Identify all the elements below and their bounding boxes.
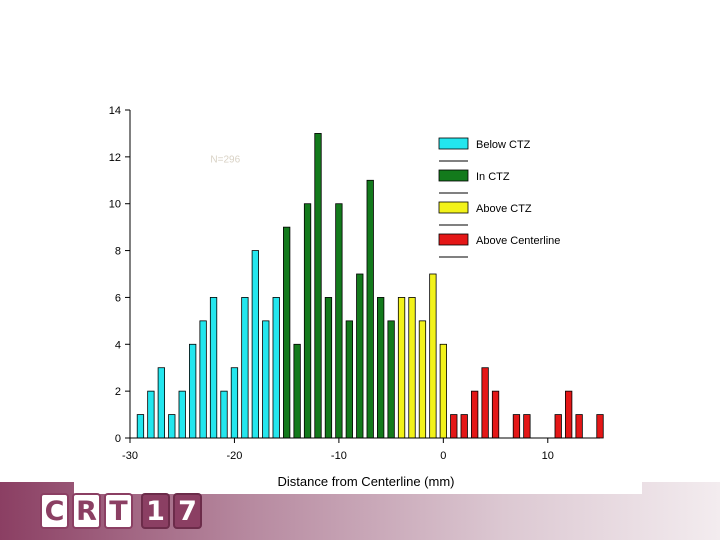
legend: Below CTZ In CTZ Above CTZ Above Centerline <box>438 137 560 258</box>
bar-below-ctz <box>147 390 155 439</box>
bar-above-ctz <box>408 297 416 439</box>
bar-in-ctz <box>283 226 291 439</box>
bar-below-ctz <box>230 367 239 439</box>
bar-above-centerline <box>565 390 573 439</box>
legend-label: In CTZ <box>476 171 510 183</box>
logo-letter: 7 <box>173 493 202 529</box>
logo-letter: C <box>40 493 69 529</box>
chart-panel: 0 2 4 6 8 10 12 14 -30 -20 -10 0 10 N=296 Below CTZ I… <box>74 96 642 494</box>
bar-below-ctz <box>262 320 270 439</box>
bar-below-ctz <box>209 297 218 439</box>
y-tick-label: 0 <box>115 433 121 445</box>
bar-in-ctz <box>303 203 312 439</box>
bar-in-ctz <box>324 297 333 439</box>
bar-in-ctz <box>345 320 353 439</box>
legend-label: Below CTZ <box>476 139 531 151</box>
y-tick-label: 14 <box>109 105 121 117</box>
bar-above-centerline <box>450 414 458 439</box>
bar-below-ctz <box>157 367 165 439</box>
bar-in-ctz <box>356 273 364 439</box>
x-tick-label: -10 <box>331 450 347 462</box>
bar-above-centerline <box>523 414 531 439</box>
y-tick-label: 12 <box>109 152 121 164</box>
bar-above-centerline <box>491 390 500 439</box>
bar-in-ctz <box>314 133 322 439</box>
bar-below-ctz <box>136 414 145 439</box>
histogram-chart: 0 2 4 6 8 10 12 14 -30 -20 -10 0 10 N=296 Below CTZ I… <box>109 105 604 489</box>
x-tick-label: -20 <box>226 450 242 462</box>
y-tick-label: 10 <box>109 199 121 211</box>
bar-above-ctz <box>418 320 427 439</box>
legend-swatch <box>438 169 469 182</box>
x-tick-label: -30 <box>122 450 138 462</box>
bar-below-ctz <box>272 297 280 439</box>
bar-in-ctz <box>387 320 395 439</box>
bar-above-ctz <box>429 273 437 439</box>
y-tick-label: 6 <box>115 292 121 304</box>
bar-above-centerline <box>481 367 489 439</box>
bar-in-ctz <box>293 343 301 439</box>
bar-below-ctz <box>251 250 259 439</box>
sample-size-annotation: N=296 <box>210 155 240 166</box>
bar-in-ctz <box>377 297 385 439</box>
logo-letter: T <box>104 493 133 529</box>
legend-label: Above CTZ <box>476 203 532 215</box>
bar-in-ctz <box>335 203 343 439</box>
bar-above-ctz <box>397 297 406 439</box>
legend-swatch <box>438 233 469 246</box>
bar-above-centerline <box>575 414 583 439</box>
bar-above-centerline <box>554 414 562 439</box>
y-tick-label: 2 <box>115 386 121 398</box>
bar-below-ctz <box>189 343 197 439</box>
bar-below-ctz <box>220 390 228 439</box>
logo-letter: R <box>72 493 101 529</box>
bar-above-centerline <box>512 414 521 439</box>
legend-swatch <box>438 201 469 214</box>
x-tick-label: 10 <box>542 450 554 462</box>
legend-label: Above Centerline <box>476 235 560 247</box>
bar-below-ctz <box>241 297 249 439</box>
x-axis-title: Distance from Centerline (mm) <box>278 474 455 489</box>
y-tick-label: 4 <box>115 339 121 351</box>
bar-above-centerline <box>471 390 479 439</box>
bar-in-ctz <box>366 179 374 439</box>
bar-below-ctz <box>168 414 176 439</box>
x-tick-label: 0 <box>440 450 446 462</box>
logo-letter: 1 <box>141 493 170 529</box>
bar-below-ctz <box>178 390 186 439</box>
legend-swatch <box>438 137 469 150</box>
bar-above-centerline <box>460 414 468 439</box>
bar-below-ctz <box>199 320 207 439</box>
y-tick-label: 8 <box>115 246 121 258</box>
bar-above-ctz <box>439 343 447 439</box>
bar-above-centerline <box>596 414 604 439</box>
